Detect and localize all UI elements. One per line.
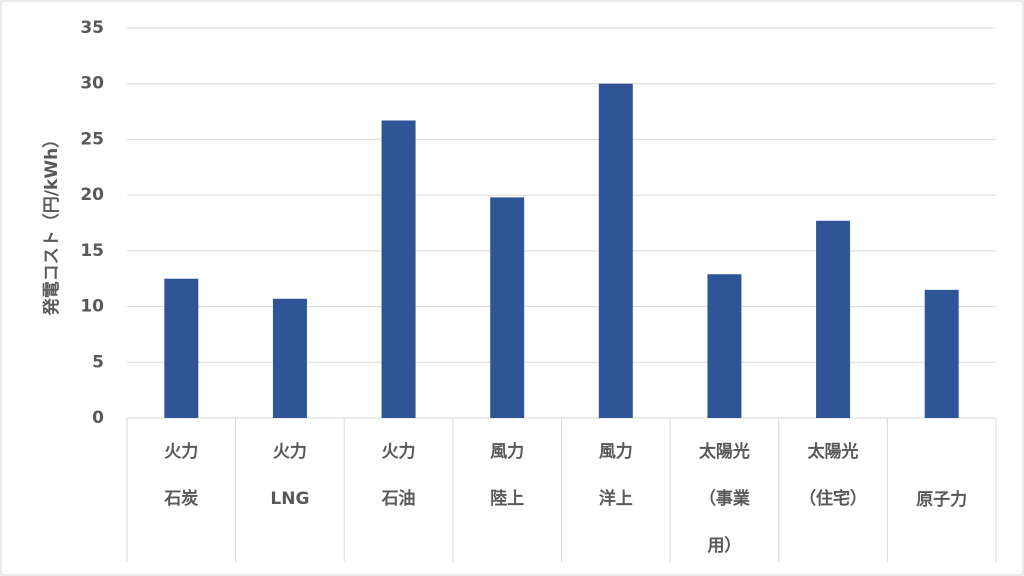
x-tick-label: 陸上 xyxy=(490,488,524,509)
bar xyxy=(707,274,742,418)
bar xyxy=(381,120,416,418)
bar xyxy=(816,220,851,418)
x-tick-label: 火力 xyxy=(164,441,198,462)
y-tick-label: 25 xyxy=(80,129,104,149)
x-tick-label: （事業 xyxy=(699,488,750,509)
x-tick-label: 風力 xyxy=(599,441,633,462)
y-tick-label: 0 xyxy=(92,408,104,428)
y-tick-label: 15 xyxy=(80,241,104,261)
x-tick-label: 火力 xyxy=(273,441,307,462)
x-tick-label: 火力 xyxy=(382,441,416,462)
x-tick-label: 洋上 xyxy=(599,488,633,509)
y-tick-label: 30 xyxy=(80,74,104,94)
y-tick-label: 35 xyxy=(80,18,104,38)
bar xyxy=(924,289,959,418)
y-axis-title: 発電コスト（円/kWh） xyxy=(41,131,62,316)
x-tick-label: 石炭 xyxy=(163,488,198,509)
x-tick-label: 原子力 xyxy=(916,489,967,510)
x-tick-label: 風力 xyxy=(490,441,524,462)
y-tick-label: 5 xyxy=(92,352,104,372)
x-tick-label: 太陽光 xyxy=(699,441,750,462)
x-tick-label: （住宅） xyxy=(799,488,867,509)
x-tick-label: 太陽光 xyxy=(808,441,859,462)
x-tick-label: 石油 xyxy=(381,488,416,509)
bar xyxy=(490,197,525,418)
bar xyxy=(272,298,307,418)
y-tick-label: 20 xyxy=(80,185,104,205)
y-tick-label: 10 xyxy=(80,297,104,317)
x-tick-label: 用） xyxy=(707,535,741,556)
bar xyxy=(164,278,199,418)
bar xyxy=(598,83,633,418)
x-tick-label: LNG xyxy=(270,489,309,509)
